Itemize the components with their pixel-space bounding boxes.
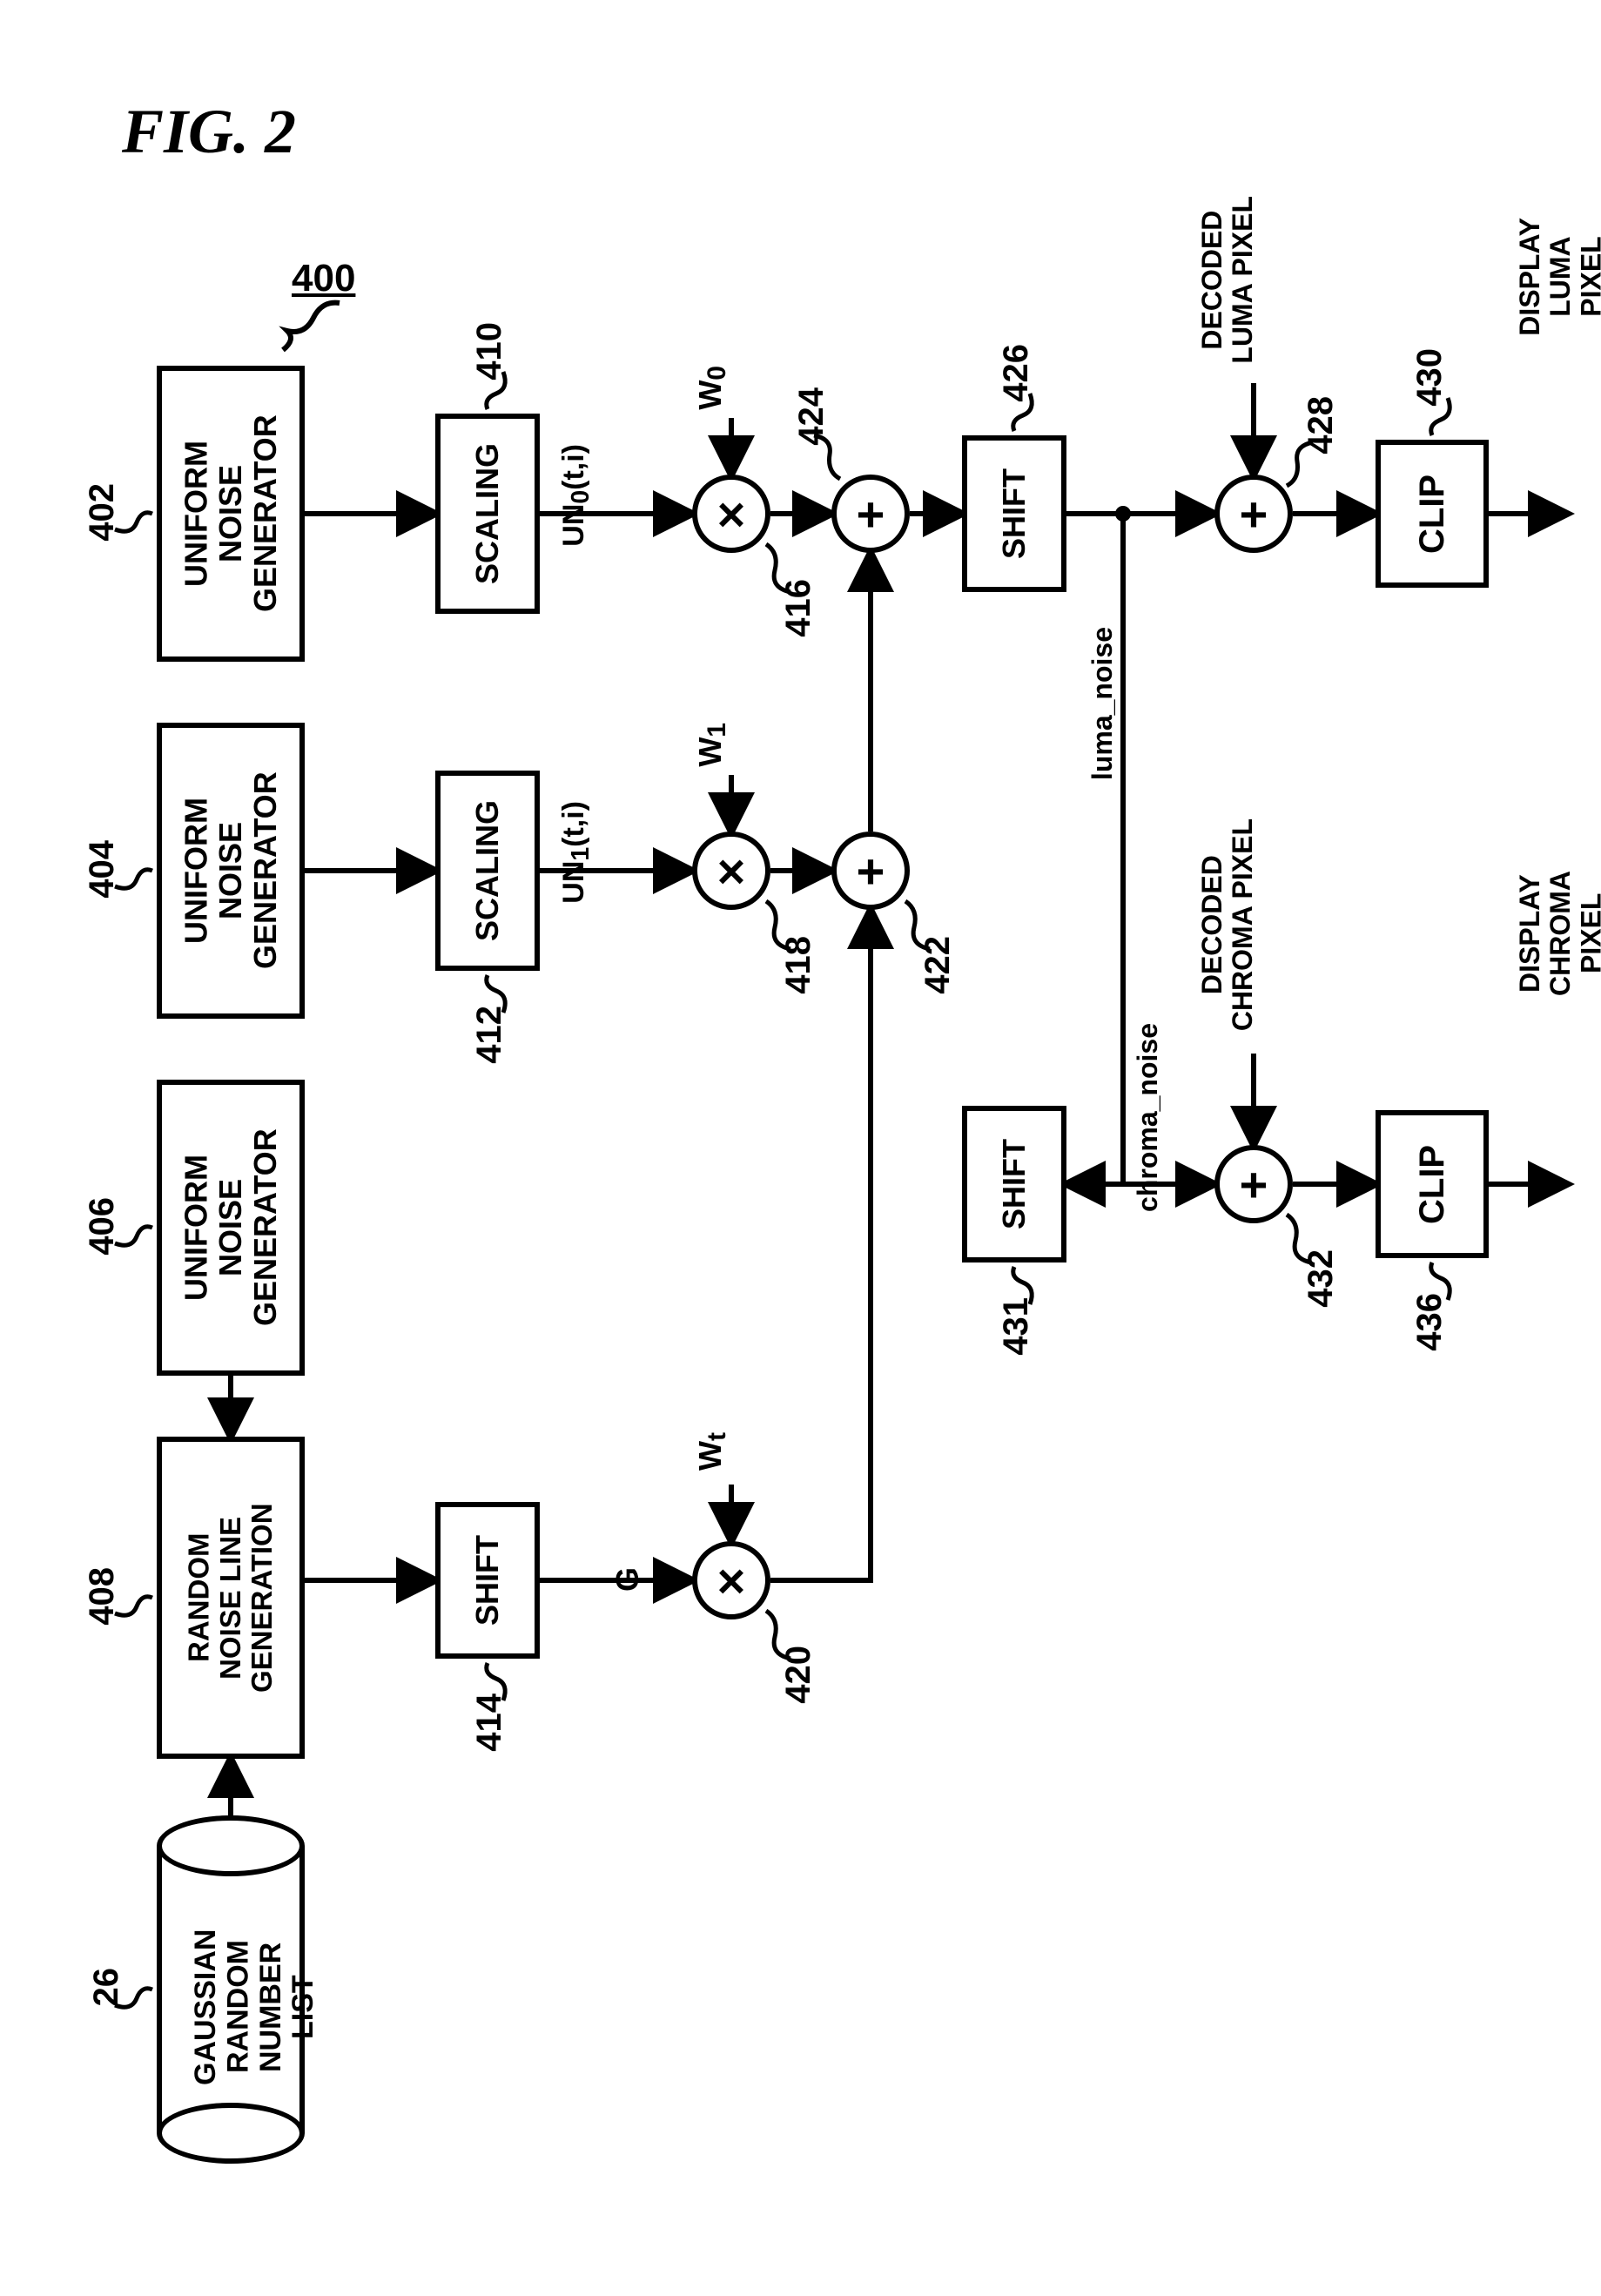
op-mul-420: × xyxy=(692,1541,770,1619)
block-scaling-1: SCALING xyxy=(435,771,540,971)
cylinder-label: GAUSSIANRANDOMNUMBERLIST xyxy=(190,1885,272,2129)
ref-424: 424 xyxy=(792,387,831,446)
ref-26: 26 xyxy=(87,1968,126,2007)
block-label: UNIFORMNOISEGENERATOR xyxy=(179,772,283,970)
op-symbol: + xyxy=(857,486,885,542)
op-add-428: + xyxy=(1214,475,1293,553)
block-label: CLIP xyxy=(1413,1144,1451,1223)
block-clip-436: CLIP xyxy=(1376,1110,1489,1258)
ref-431: 431 xyxy=(997,1297,1036,1356)
ref-404: 404 xyxy=(83,840,122,899)
diagram-canvas: FIG. 2 400 xyxy=(0,0,1601,2296)
ref-416: 416 xyxy=(779,579,818,637)
label-display-luma: DISPLAYLUMAPIXEL xyxy=(1515,218,1601,336)
block-shift-431: SHIFT xyxy=(962,1106,1066,1262)
label-luma-noise: luma_noise xyxy=(1086,627,1119,780)
figure-ref: 400 xyxy=(292,257,355,300)
block-uniform-noise-gen-2: UNIFORMNOISEGENERATOR xyxy=(157,1080,305,1376)
ref-432: 432 xyxy=(1302,1249,1341,1308)
ref-410: 410 xyxy=(470,322,509,380)
block-label: UNIFORMNOISEGENERATOR xyxy=(179,1129,283,1327)
block-label: RANDOMNOISE LINEGENERATION xyxy=(184,1503,279,1693)
ref-428: 428 xyxy=(1302,396,1341,454)
block-shift-414: SHIFT xyxy=(435,1502,540,1659)
ref-422: 422 xyxy=(918,936,958,994)
label-decoded-chroma: DECODEDCHROMA PIXEL xyxy=(1197,818,1258,1031)
label-display-chroma: DISPLAYCHROMAPIXEL xyxy=(1515,871,1601,996)
block-label: SCALING xyxy=(470,443,505,584)
op-symbol: × xyxy=(717,486,746,542)
label-un1: UN1(t,i) xyxy=(557,801,595,904)
op-symbol: + xyxy=(857,843,885,899)
block-label: SCALING xyxy=(470,800,505,941)
label-w0: W0 xyxy=(692,366,732,410)
ref-402: 402 xyxy=(83,483,122,542)
ref-430: 430 xyxy=(1410,348,1450,407)
op-mul-418: × xyxy=(692,832,770,910)
cylinder-gaussian-list: GAUSSIANRANDOMNUMBERLIST xyxy=(157,1815,305,2164)
label-w1: W1 xyxy=(692,723,732,767)
block-random-noise-line-gen: RANDOMNOISE LINEGENERATION xyxy=(157,1437,305,1759)
block-clip-430: CLIP xyxy=(1376,440,1489,588)
ref-420: 420 xyxy=(779,1646,818,1704)
op-add-432: + xyxy=(1214,1145,1293,1223)
op-symbol: + xyxy=(1240,1156,1268,1213)
ref-414: 414 xyxy=(470,1693,509,1752)
ref-412: 412 xyxy=(470,1006,509,1064)
label-chroma-noise: chroma_noise xyxy=(1132,1023,1164,1212)
label-decoded-luma: DECODEDLUMA PIXEL xyxy=(1197,196,1258,364)
op-symbol: + xyxy=(1240,486,1268,542)
block-label: SHIFT xyxy=(470,1535,505,1626)
ref-406: 406 xyxy=(83,1197,122,1256)
block-label: CLIP xyxy=(1413,474,1451,553)
block-label: SHIFT xyxy=(997,1139,1032,1229)
label-g: G xyxy=(609,1567,646,1592)
op-mul-416: × xyxy=(692,475,770,553)
ref-436: 436 xyxy=(1410,1293,1450,1351)
ref-squiggle-icon xyxy=(274,296,353,357)
label-wt: Wt xyxy=(692,1432,732,1471)
ref-426: 426 xyxy=(997,344,1036,402)
block-label: UNIFORMNOISEGENERATOR xyxy=(179,415,283,613)
ref-408: 408 xyxy=(83,1567,122,1626)
op-add-422: + xyxy=(831,832,910,910)
block-uniform-noise-gen-0: UNIFORMNOISEGENERATOR xyxy=(157,366,305,662)
ref-418: 418 xyxy=(779,936,818,994)
op-add-424: + xyxy=(831,475,910,553)
label-un0: UN0(t,i) xyxy=(557,444,595,547)
figure-title: FIG. 2 xyxy=(122,96,296,168)
block-uniform-noise-gen-1: UNIFORMNOISEGENERATOR xyxy=(157,723,305,1019)
block-shift-426: SHIFT xyxy=(962,435,1066,592)
op-symbol: × xyxy=(717,843,746,899)
op-symbol: × xyxy=(717,1552,746,1609)
block-label: SHIFT xyxy=(997,468,1032,559)
block-scaling-0: SCALING xyxy=(435,414,540,614)
